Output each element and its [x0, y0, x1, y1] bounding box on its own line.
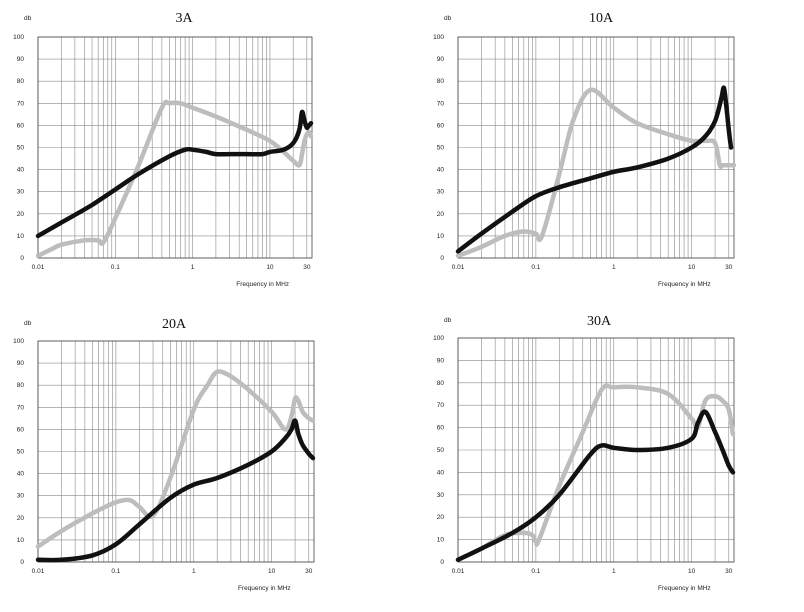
x-tick-label: 10: [688, 264, 696, 271]
y-tick-label: 70: [17, 100, 25, 107]
y-tick-label: 50: [437, 145, 445, 152]
y-tick-label: 0: [20, 559, 24, 566]
y-tick-label: 30: [17, 189, 25, 196]
y-tick-label: 80: [437, 380, 445, 387]
y-tick-label: 60: [17, 426, 25, 433]
y-tick-label: 40: [437, 469, 445, 476]
x-tick-label: 30: [305, 568, 313, 575]
y-tick-label: 90: [437, 56, 445, 63]
y-tick-label: 0: [440, 255, 444, 262]
x-tick-label: 30: [725, 568, 733, 575]
y-tick-label: 70: [437, 402, 445, 409]
y-tick-label: 50: [17, 145, 25, 152]
plot-frame: [37, 340, 315, 563]
y-axis-label: db: [24, 15, 32, 22]
x-axis-label: Frequency in MHz: [658, 585, 711, 592]
x-tick-label: 0.01: [452, 264, 465, 271]
y-tick-label: 10: [437, 537, 445, 544]
x-tick-label: 0.1: [111, 568, 120, 575]
y-tick-label: 0: [20, 255, 24, 262]
x-tick-label: 10: [268, 568, 276, 575]
series-line-light: [35, 99, 314, 259]
y-tick-label: 10: [437, 233, 445, 240]
y-tick-label: 100: [13, 34, 24, 41]
y-tick-label: 40: [17, 471, 25, 478]
y-tick-label: 10: [17, 537, 25, 544]
y-tick-label: 20: [437, 211, 445, 218]
y-tick-label: 90: [17, 360, 25, 367]
y-tick-label: 30: [437, 492, 445, 499]
series-line-dark: [35, 418, 316, 563]
y-tick-label: 90: [437, 357, 445, 364]
chart-panel-20A: 20A db 0 10 20 30 40 50 60 70 80 90 100 0.01 0.1 1 10 30 F…: [13, 317, 316, 592]
y-tick-label: 100: [433, 34, 444, 41]
y-tick-label: 20: [17, 211, 25, 218]
y-axis-label: db: [24, 320, 32, 327]
x-tick-label: 0.01: [32, 264, 45, 271]
x-tick-label: 10: [266, 264, 274, 271]
y-tick-label: 20: [437, 514, 445, 521]
series-line-dark: [455, 85, 734, 254]
chart-title: 10A: [589, 11, 614, 26]
series-line-light: [455, 383, 736, 563]
y-tick-label: 90: [17, 56, 25, 63]
plot-frame: [457, 337, 735, 563]
plot-frame: [37, 36, 313, 259]
chart-title: 3A: [175, 11, 193, 26]
y-tick-label: 80: [17, 382, 25, 389]
y-tick-label: 70: [437, 100, 445, 107]
x-tick-label: 1: [612, 264, 616, 271]
y-tick-label: 30: [17, 493, 25, 500]
chart-title: 30A: [587, 314, 612, 329]
x-tick-label: 10: [688, 568, 696, 575]
series-line-dark: [455, 409, 736, 563]
x-axis-label: Frequency in MHz: [238, 585, 291, 592]
y-tick-label: 100: [433, 335, 444, 342]
y-tick-label: 60: [437, 122, 445, 129]
y-tick-label: 50: [17, 449, 25, 456]
series-line-dark: [35, 109, 314, 239]
x-tick-label: 0.1: [531, 568, 540, 575]
x-tick-label: 1: [191, 264, 195, 271]
y-tick-label: 60: [17, 122, 25, 129]
x-axis-label: Frequency in MHz: [658, 281, 711, 288]
y-tick-label: 40: [437, 167, 445, 174]
y-tick-label: 60: [437, 425, 445, 432]
y-tick-label: 70: [17, 404, 25, 411]
x-tick-label: 0.01: [32, 568, 45, 575]
y-tick-label: 80: [437, 78, 445, 85]
x-tick-label: 30: [725, 264, 733, 271]
x-tick-label: 0.1: [111, 264, 120, 271]
plot-frame: [457, 36, 735, 259]
x-tick-label: 30: [303, 264, 311, 271]
y-axis-label: db: [444, 317, 452, 324]
x-tick-label: 1: [192, 568, 196, 575]
y-tick-label: 50: [437, 447, 445, 454]
chart-title: 20A: [162, 317, 187, 332]
y-tick-label: 10: [17, 233, 25, 240]
chart-panel-30A: 30A db 0 10 20 30 40 50 60 70 80 90 100 0.01 0.1 1 10 30 F…: [433, 314, 736, 592]
chart-panel-3A: 3A db 0 10 20 30 40 50 60 70 80 90 100 0.01 0.1 1 10 30 Fr…: [13, 11, 314, 288]
x-axis-label: Frequency in MHz: [236, 281, 289, 288]
chart-panel-10A: 10A db 0 10 20 30 40 50 60 70 80 90 100 0.01 0.1 1 10 30 F…: [433, 11, 737, 288]
y-tick-label: 30: [437, 189, 445, 196]
y-tick-label: 0: [440, 559, 444, 566]
y-tick-label: 100: [13, 338, 24, 345]
y-axis-label: db: [444, 15, 452, 22]
series-line-light: [35, 369, 316, 549]
x-tick-label: 0.01: [452, 568, 465, 575]
y-tick-label: 20: [17, 515, 25, 522]
y-tick-label: 40: [17, 167, 25, 174]
series-line-light: [455, 87, 737, 259]
x-tick-label: 1: [612, 568, 616, 575]
y-tick-label: 80: [17, 78, 25, 85]
x-tick-label: 0.1: [531, 264, 540, 271]
